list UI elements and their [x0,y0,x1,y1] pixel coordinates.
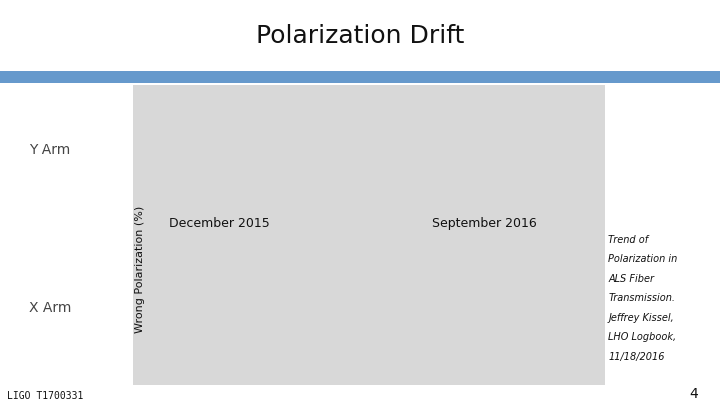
Text: September 2016: September 2016 [432,217,536,230]
Text: Transmission.: Transmission. [608,293,675,303]
Text: X Arm: X Arm [29,301,71,315]
Text: Polarization Drift: Polarization Drift [256,24,464,49]
Text: Polarization in: Polarization in [608,254,678,264]
Text: Jeffrey Kissel,: Jeffrey Kissel, [608,313,674,323]
Text: ALS Fiber: ALS Fiber [608,274,654,284]
Text: LIGO T1700331: LIGO T1700331 [7,391,84,401]
Text: LHO Logbook,: LHO Logbook, [608,332,677,342]
Text: 4: 4 [690,387,698,401]
Text: Wrong Polarization (%): Wrong Polarization (%) [135,206,145,333]
Text: 11/18/2016: 11/18/2016 [608,352,665,362]
Text: Trend of: Trend of [608,235,649,245]
Text: Y Arm: Y Arm [29,143,70,157]
Text: December 2015: December 2015 [169,217,270,230]
